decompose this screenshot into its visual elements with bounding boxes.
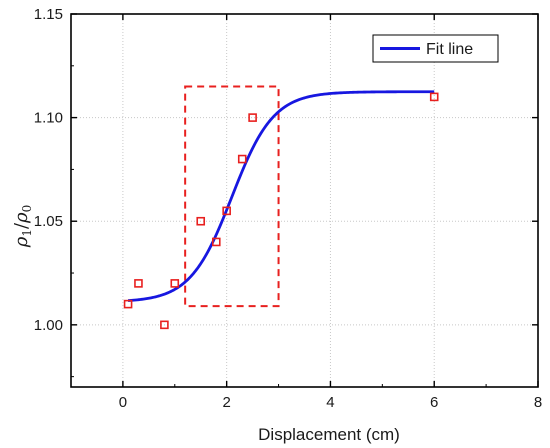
fit-line xyxy=(127,90,435,303)
annotation-layer xyxy=(184,85,280,308)
y-axis-title-numerator-subscript: 1 xyxy=(20,229,34,237)
x-tick-label: 8 xyxy=(534,394,542,411)
data-point xyxy=(429,92,439,102)
y-axis-title-denominator-subscript: 0 xyxy=(20,205,34,213)
legend: Fit line xyxy=(372,34,499,63)
x-tick-label: 2 xyxy=(222,394,230,411)
x-tick-label: 6 xyxy=(430,394,438,411)
y-tick-label: 1.15 xyxy=(34,6,63,23)
x-tick-label: 0 xyxy=(119,394,127,411)
y-axis-title-slash: / xyxy=(11,222,32,229)
data-point xyxy=(170,279,180,288)
data-point xyxy=(222,206,231,216)
y-axis-title-numerator: ρ xyxy=(11,236,32,248)
y-tick-label: 1.00 xyxy=(34,317,63,334)
legend-fit-line-label: Fit line xyxy=(426,41,473,58)
data-point xyxy=(123,299,133,309)
ticks xyxy=(70,13,539,387)
data-point xyxy=(248,113,257,122)
data-point xyxy=(160,320,169,330)
data-point xyxy=(134,279,143,288)
y-tick-label: 1.05 xyxy=(34,213,63,230)
y-tick-label: 1.10 xyxy=(34,110,63,127)
series-layer xyxy=(123,90,439,330)
data-point xyxy=(211,237,221,247)
data-point xyxy=(196,216,206,226)
tick-labels: 0 2 4 6 8 1.00 1.05 1.10 1.15 xyxy=(34,6,542,411)
x-axis-title: Displacement (cm) xyxy=(258,425,400,444)
y-axis-title-denominator: ρ xyxy=(11,212,32,224)
plot-frame xyxy=(70,13,539,388)
grid xyxy=(71,14,539,387)
x-tick-label: 4 xyxy=(326,394,334,411)
dashed-highlight-box xyxy=(184,85,280,308)
data-point xyxy=(237,154,247,164)
y-axis-title: ρ1/ρ0 xyxy=(11,205,34,249)
